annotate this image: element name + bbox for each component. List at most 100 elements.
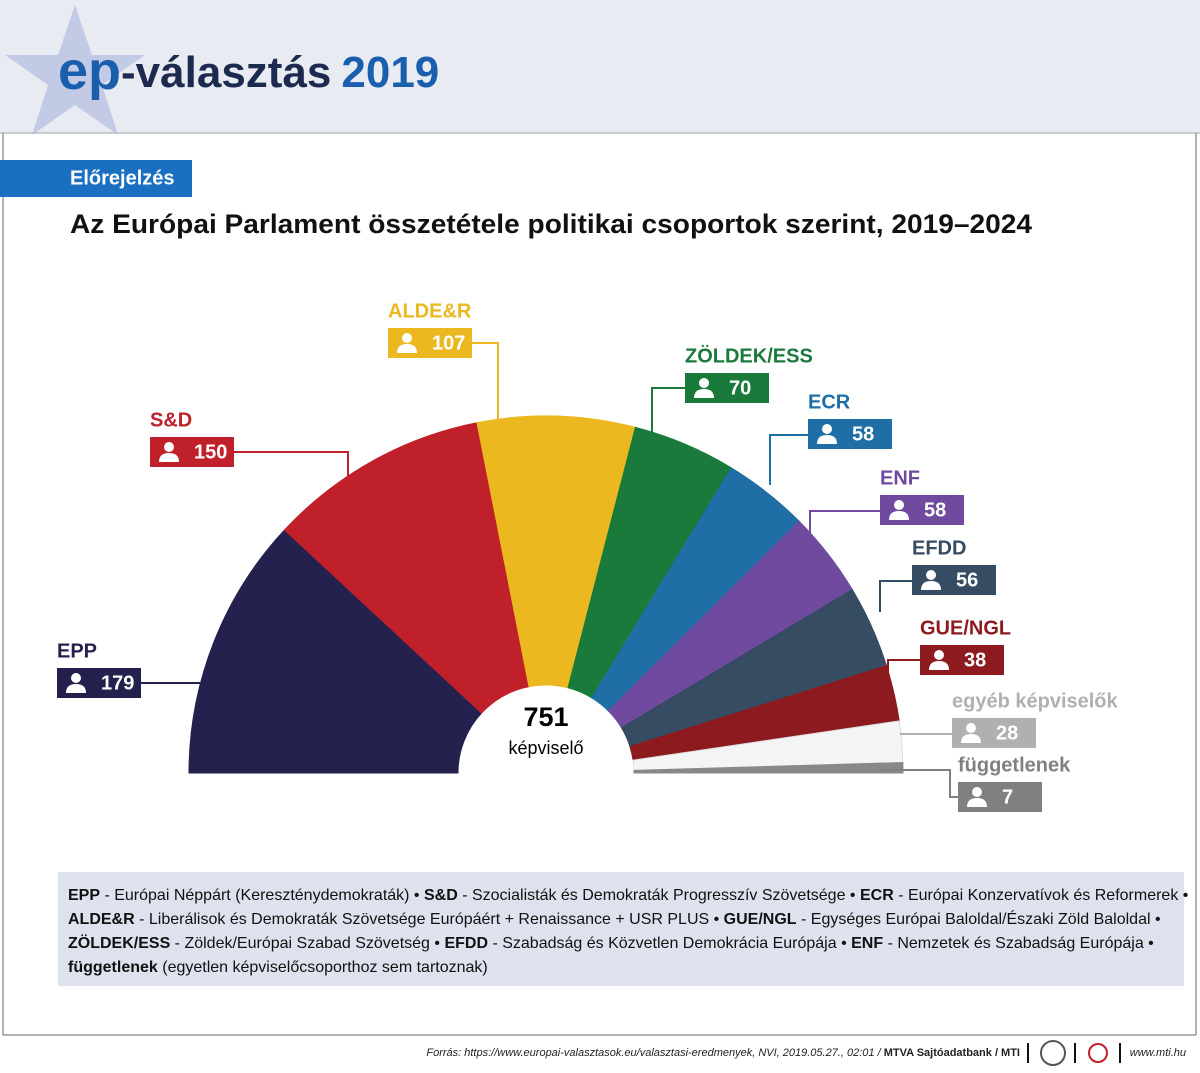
- legend-text: ZÖLDEK/ESS: [68, 935, 171, 952]
- source: Forrás: https://www.europai-valasztasok.…: [426, 1047, 1020, 1059]
- value-label: 7: [1002, 786, 1013, 808]
- tag-bg: [0, 160, 192, 197]
- legend-line: EPP - Európai Néppárt (Kereszténydemokra…: [68, 884, 1188, 908]
- header-band: [0, 0, 1200, 133]
- star: [5, 5, 145, 135]
- value-label: 70: [729, 377, 751, 399]
- icon: [926, 570, 936, 580]
- value-label: 56: [956, 569, 978, 591]
- slice: [188, 529, 483, 774]
- icon: [967, 798, 987, 807]
- leader: [232, 451, 349, 478]
- legend-text: - Európai Néppárt (Kereszténydemokraták)…: [100, 887, 424, 904]
- icon: [159, 453, 179, 462]
- legend-text: - Szocialisták és Demokraták Progresszív…: [457, 887, 860, 904]
- icon: [66, 684, 86, 693]
- icon: [889, 511, 909, 520]
- icon: [397, 344, 417, 353]
- icon: [699, 378, 709, 388]
- label-box: [912, 565, 996, 595]
- legend-text: - Szabadság és Közvetlen Demokrácia Euró…: [488, 935, 852, 952]
- value-label: 28: [996, 722, 1018, 744]
- label-box: [808, 419, 892, 449]
- icon: [894, 500, 904, 510]
- group-label: ALDE&R: [388, 300, 472, 322]
- group-label: EFDD: [912, 537, 966, 559]
- group-label: ZÖLDEK/ESS: [685, 344, 813, 367]
- group-label: S&D: [150, 409, 192, 431]
- group-label: EPP: [57, 640, 97, 662]
- legend-text: - Európai Konzervatívok és Reformerek •: [893, 887, 1189, 904]
- icon: [71, 673, 81, 683]
- source-text: Forrás: https://www.europai-valasztasok.…: [426, 1047, 883, 1059]
- center-label: képviselő: [508, 738, 583, 758]
- icon: [961, 734, 981, 743]
- leader: [769, 434, 808, 485]
- leader: [809, 510, 880, 540]
- value-label: 150: [194, 441, 227, 463]
- source-credit: MTVA Sajtóadatbank / MTI: [884, 1047, 1020, 1059]
- slice: [476, 415, 636, 689]
- legend-text: - Zöldek/Európai Szabad Szövetség •: [170, 935, 445, 952]
- slice: [633, 762, 904, 774]
- legend-text: ALDE&R: [68, 911, 135, 928]
- icon: [822, 424, 832, 434]
- legend-text: függetlenek: [68, 959, 158, 976]
- group-label: függetlenek: [958, 754, 1071, 776]
- icon: [966, 723, 976, 733]
- legend-line: ALDE&R - Liberálisok és Demokraták Szöve…: [68, 908, 1174, 932]
- label-box: [952, 718, 1036, 748]
- logo-ep: ep: [58, 41, 121, 101]
- leader: [651, 387, 685, 435]
- logo-word: -választás: [121, 48, 331, 97]
- label-box: [958, 782, 1042, 812]
- value-label: 38: [964, 649, 986, 671]
- logo: ep-választás 2019: [58, 41, 439, 101]
- legend: EPP - Európai Néppárt (Kereszténydemokra…: [58, 872, 1188, 986]
- value-label: 179: [101, 672, 134, 694]
- icon: [164, 442, 174, 452]
- logo-mti: [1088, 1043, 1108, 1063]
- icon: [694, 389, 714, 398]
- leader: [880, 769, 958, 798]
- legend-text: - Nemzetek és Szabadság Európája •: [883, 935, 1154, 952]
- slice: [283, 422, 530, 714]
- leader: [887, 659, 920, 672]
- legend-text: ENF: [851, 935, 884, 952]
- logo-mtva: [1040, 1040, 1066, 1066]
- value-label: 107: [432, 332, 465, 354]
- label-box: [920, 645, 1004, 675]
- icon: [934, 650, 944, 660]
- center-value: 751: [523, 702, 568, 732]
- leader: [879, 580, 912, 612]
- group-label: egyéb képviselők: [952, 690, 1119, 712]
- group-label: ENF: [880, 467, 920, 489]
- legend-text: (egyetlen képviselőcsoporthoz sem tartoz…: [157, 959, 488, 976]
- chart-title: Az Európai Parlament összetétele politik…: [70, 209, 1032, 239]
- legend-text: - Liberálisok és Demokraták Szövetsége E…: [134, 911, 724, 928]
- icon: [402, 333, 412, 343]
- icon: [921, 581, 941, 590]
- label-box: [880, 495, 964, 525]
- legend-text: ECR: [859, 887, 894, 904]
- pie: [188, 415, 904, 774]
- icon: [817, 435, 837, 444]
- legend-text: EFDD: [444, 935, 488, 952]
- legend-text: S&D: [423, 887, 458, 904]
- legend-text: EPP: [68, 887, 101, 904]
- value-label: 58: [852, 423, 874, 445]
- value-label: 58: [924, 499, 946, 521]
- group-label: GUE/NGL: [920, 617, 1011, 639]
- legend-text: - Egységes Európai Baloldal/Északi Zöld …: [796, 911, 1161, 928]
- legend-line: függetlenek (egyetlen képviselőcsoportho…: [68, 956, 1174, 980]
- icon: [929, 661, 949, 670]
- legend-text: GUE/NGL: [723, 911, 797, 928]
- icon: [972, 787, 982, 797]
- group-label: ECR: [808, 391, 851, 413]
- legend-line: ZÖLDEK/ESS - Zöldek/Európai Szabad Szöve…: [68, 932, 1174, 956]
- leader: [470, 342, 499, 420]
- label-box: [685, 373, 769, 403]
- tag: Előrejelzés: [70, 167, 175, 189]
- source-url: www.mti.hu: [1130, 1047, 1186, 1059]
